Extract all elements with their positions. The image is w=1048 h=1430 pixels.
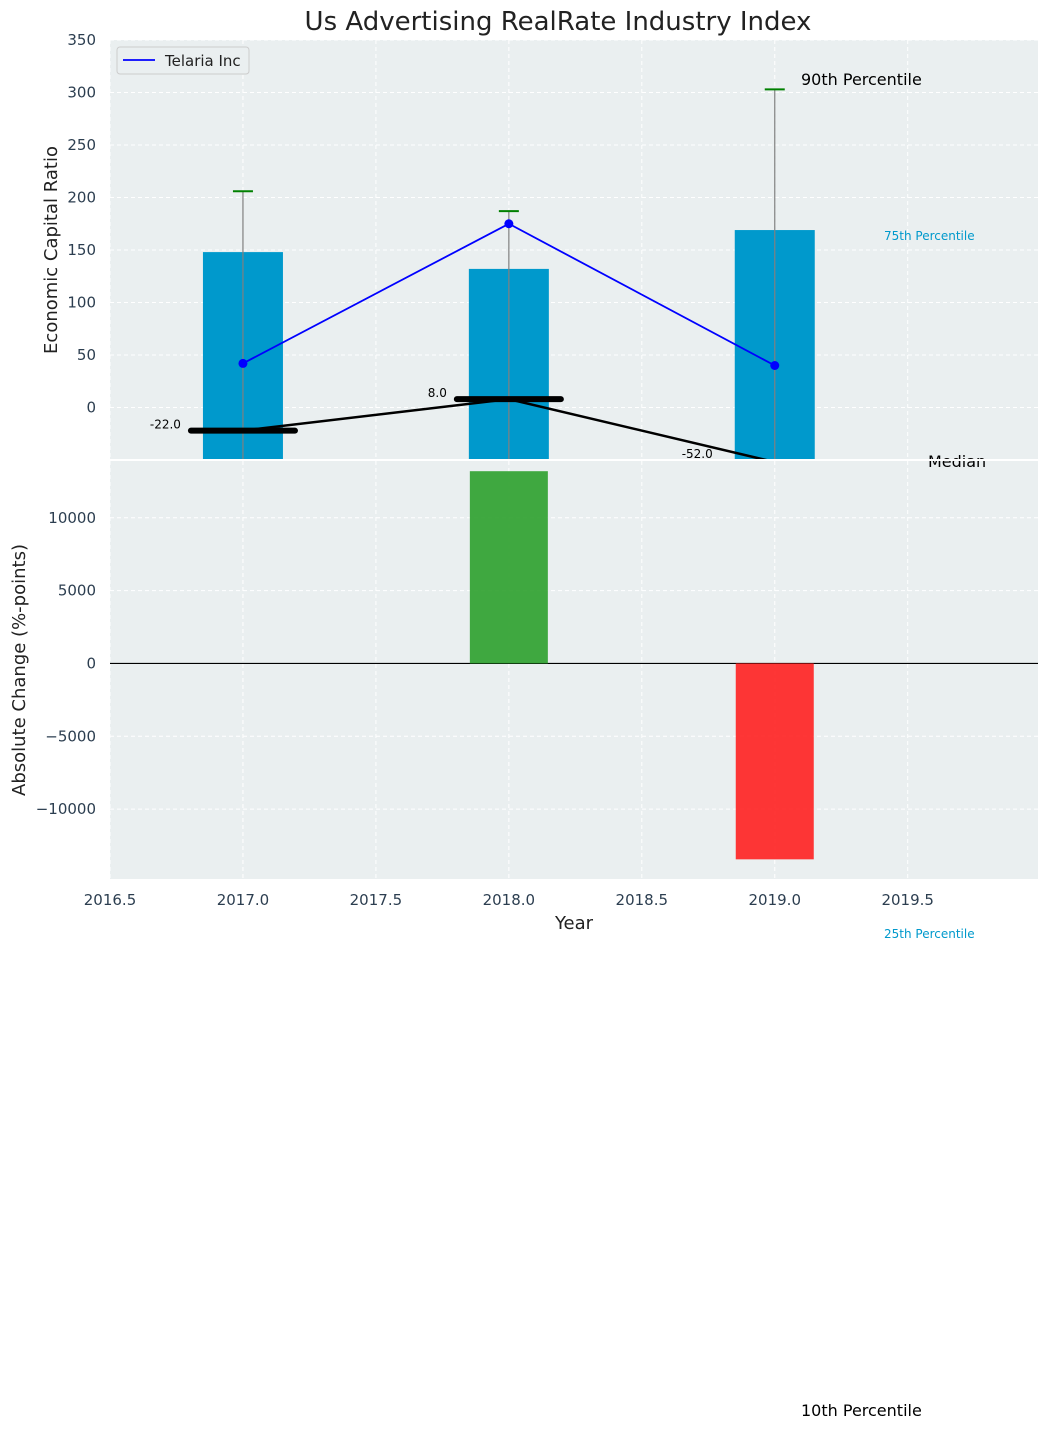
bottom-plot-background <box>110 461 1038 879</box>
x-tick-label-4: 2018.5 <box>616 891 669 909</box>
chart-title: Us Advertising RealRate Industry Index <box>305 7 812 37</box>
x-tick-label-0: 2016.5 <box>84 891 137 909</box>
median-label-2017: -22.0 <box>150 418 181 432</box>
x-tick-label-3: 2018.0 <box>483 891 536 909</box>
annotation-75th: 75th Percentile <box>884 229 975 243</box>
top-y-tick-label-2: 100 <box>67 294 96 312</box>
legend: Telaria Inc <box>116 46 250 75</box>
top-y-ticks: 0 50 100 150 200 250 300 350 <box>67 31 96 417</box>
bottom-y-tick-label-4: 10000 <box>48 509 96 527</box>
top-y-tick-label-7: 350 <box>67 31 96 49</box>
annotation-90th: 90th Percentile <box>801 70 922 89</box>
telaria-point-2018 <box>504 219 514 229</box>
bottom-ticks: −10000 −5000 0 5000 10000 2016.5 2017.0 2017.5 2… <box>36 509 934 909</box>
median-label-2019: -52.0 <box>682 447 713 461</box>
telaria-point-2019 <box>770 361 780 370</box>
bottom-y-tick-label-3: 5000 <box>58 582 96 600</box>
annotation-10th: 10th Percentile <box>801 1401 922 1420</box>
top-y-tick-label-6: 300 <box>67 84 96 102</box>
top-y-tick-label-4: 200 <box>67 189 96 207</box>
bottom-y-axis-label: Absolute Change (%-points) <box>9 544 30 796</box>
median-label-2018: 8.0 <box>428 386 447 400</box>
x-tick-label-6: 2019.5 <box>881 891 934 909</box>
bottom-y-tick-label-1: −5000 <box>45 727 96 745</box>
bottom-y-tick-label-0: −10000 <box>36 800 96 818</box>
top-y-axis-label: Economic Capital Ratio <box>41 146 62 354</box>
annotation-25th: 25th Percentile <box>884 927 975 941</box>
legend-label-telaria: Telaria Inc <box>164 52 241 70</box>
axes-separator <box>110 459 1038 461</box>
bottom-y-tick-label-2: 0 <box>86 654 96 672</box>
change-bar-2019 <box>735 663 814 860</box>
x-tick-label-5: 2019.0 <box>749 891 802 909</box>
x-tick-label-2: 2017.5 <box>350 891 403 909</box>
x-axis-label: Year <box>554 913 594 934</box>
legend-box <box>116 46 250 75</box>
annotation-median: Median <box>928 452 986 471</box>
top-y-tick-label-1: 50 <box>77 346 96 364</box>
telaria-point-2017 <box>238 358 248 368</box>
x-tick-label-1: 2017.0 <box>217 891 270 909</box>
top-y-tick-label-0: 0 <box>86 399 96 417</box>
top-marks: -22.0 8.0 -52.0 <box>150 88 815 464</box>
top-y-tick-label-5: 250 <box>67 136 96 154</box>
change-bar-2018 <box>469 471 548 664</box>
percentile-annotations: 90th Percentile 75th Percentile Median 2… <box>801 70 986 1420</box>
bottom-axes: −10000 −5000 0 5000 10000 2016.5 2017.0 2017.5 2… <box>9 461 1038 934</box>
top-axes: -22.0 8.0 -52.0 0 50 100 150 200 250 300 350 Econ… <box>41 31 1038 464</box>
top-y-tick-label-3: 150 <box>67 241 96 259</box>
bottom-marks <box>110 471 1038 860</box>
